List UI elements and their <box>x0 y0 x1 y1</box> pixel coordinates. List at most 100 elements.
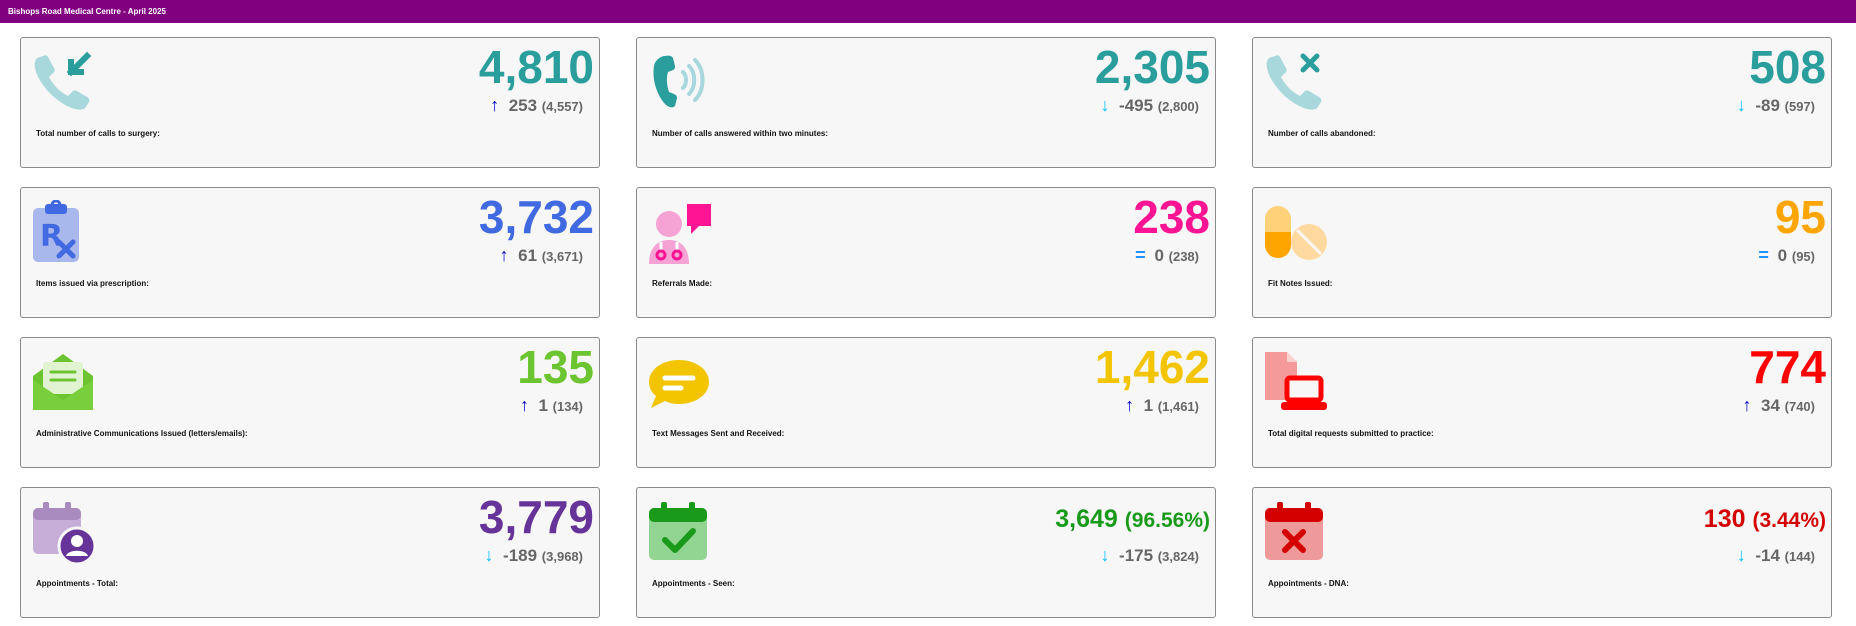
kpi-label: Number of calls abandoned: <box>1268 129 1376 138</box>
calendar-user-icon <box>31 500 95 564</box>
kpi-change: ↓ -89 (597) <box>1733 94 1815 118</box>
kpi-change: ↑ 253 (4,557) <box>487 94 583 118</box>
kpi-previous-value: (238) <box>1168 249 1199 264</box>
kpi-previous-value: (134) <box>552 399 583 414</box>
kpi-label: Referrals Made: <box>652 279 713 288</box>
kpi-change: ↓ -175 (3,824) <box>1097 544 1199 568</box>
kpi-grid: 4,810 ↑ 253 (4,557) Total number of calls… <box>20 37 1832 618</box>
open-mail-icon <box>31 350 95 414</box>
kpi-change-value: -175 <box>1119 546 1154 565</box>
kpi-value-percent: (96.56%) <box>1124 509 1210 532</box>
kpi-previous-value: (1,461) <box>1157 399 1199 414</box>
kpi-value: 4,810 <box>478 41 594 93</box>
kpi-card-fit-notes: 95 = 0 (95) Fit Notes Issued: <box>1252 187 1832 318</box>
kpi-card-calls-abandoned: 508 ↓ -89 (597) Number of calls abandoned… <box>1252 37 1832 168</box>
kpi-change-value: -89 <box>1755 96 1780 115</box>
kpi-change: = 0 (95) <box>1756 244 1815 268</box>
kpi-value: 135 <box>517 341 594 393</box>
calendar-cross-icon <box>1263 500 1327 564</box>
missed-call-icon <box>1263 50 1327 114</box>
arrow-down-icon: ↓ <box>1736 95 1746 115</box>
arrow-up-icon: ↑ <box>519 395 529 415</box>
kpi-value: 2,305 <box>1094 41 1210 93</box>
equal-icon: = <box>1758 245 1769 265</box>
kpi-value-percent: (3.44%) <box>1752 509 1826 532</box>
kpi-previous-value: (3,824) <box>1157 549 1199 564</box>
kpi-value: 774 <box>1749 341 1826 393</box>
kpi-label: Appointments - Total: <box>36 579 119 588</box>
arrow-down-icon: ↓ <box>1736 545 1746 565</box>
kpi-change-value: -189 <box>503 546 538 565</box>
kpi-value: 508 <box>1749 41 1826 93</box>
kpi-change: ↑ 61 (3,671) <box>496 244 583 268</box>
kpi-card-appointments-total: 3,779 ↓ -189 (3,968) Appointments - Total… <box>20 487 600 618</box>
kpi-change-value: 1 <box>1143 396 1154 415</box>
kpi-value: 238 <box>1133 191 1210 243</box>
kpi-value: 3,732 <box>478 191 594 243</box>
kpi-previous-value: (4,557) <box>541 99 583 114</box>
arrow-up-icon: ↑ <box>499 245 509 265</box>
kpi-label: Items issued via prescription: <box>36 279 149 288</box>
kpi-card-text-messages: 1,462 ↑ 1 (1,461) Text Messages Sent and … <box>636 337 1216 468</box>
arrow-down-icon: ↓ <box>1100 95 1110 115</box>
kpi-label: Number of calls answered within two minu… <box>652 129 829 138</box>
kpi-value: 130 (3.44%) <box>1704 500 1826 540</box>
arrow-up-icon: ↑ <box>1742 395 1752 415</box>
kpi-change-value: -14 <box>1755 546 1780 565</box>
kpi-previous-value: (2,800) <box>1157 99 1199 114</box>
page-header: Bishops Road Medical Centre - April 2025 <box>0 0 1856 23</box>
arrow-down-icon: ↓ <box>1100 545 1110 565</box>
kpi-label: Fit Notes Issued: <box>1268 279 1333 288</box>
pills-icon <box>1263 200 1327 264</box>
kpi-previous-value: (144) <box>1784 549 1815 564</box>
kpi-value: 3,649 (96.56%) <box>1055 500 1210 540</box>
kpi-label: Total number of calls to surgery: <box>36 129 160 138</box>
kpi-previous-value: (95) <box>1791 249 1815 264</box>
calendar-check-icon <box>647 500 711 564</box>
arrow-up-icon: ↑ <box>490 95 500 115</box>
equal-icon: = <box>1135 245 1146 265</box>
kpi-value: 1,462 <box>1094 341 1210 393</box>
chat-bubble-icon <box>647 350 711 414</box>
kpi-change-value: 34 <box>1760 396 1780 415</box>
kpi-label: Total digital requests submitted to prac… <box>1268 429 1434 438</box>
kpi-value: 3,779 <box>478 491 594 543</box>
kpi-card-prescriptions: R 3,732 ↑ 61 (3,671) Items issued via pre… <box>20 187 600 318</box>
kpi-value: 95 <box>1774 191 1826 243</box>
kpi-change-value: -495 <box>1119 96 1154 115</box>
kpi-card-appointments-seen: 3,649 (96.56%) ↓ -175 (3,824) Appointment… <box>636 487 1216 618</box>
incoming-call-icon <box>31 50 95 114</box>
kpi-card-admin-communications: 135 ↑ 1 (134) Administrative Communicatio… <box>20 337 600 468</box>
kpi-change-value: 0 <box>1154 246 1164 265</box>
kpi-previous-value: (597) <box>1784 99 1815 114</box>
kpi-change: ↓ -14 (144) <box>1733 544 1815 568</box>
kpi-change: ↓ -189 (3,968) <box>481 544 583 568</box>
kpi-change: ↓ -495 (2,800) <box>1097 94 1199 118</box>
call-ringing-icon <box>647 50 711 114</box>
kpi-change: ↑ 34 (740) <box>1739 394 1815 418</box>
prescription-icon: R <box>31 200 95 264</box>
kpi-label: Appointments - Seen: <box>652 579 735 588</box>
kpi-change: = 0 (238) <box>1132 244 1199 268</box>
kpi-label: Text Messages Sent and Received: <box>652 429 785 438</box>
doctor-referral-icon <box>647 200 711 264</box>
kpi-change-value: 61 <box>518 246 538 265</box>
laptop-document-icon <box>1263 350 1327 414</box>
kpi-label: Appointments - DNA: <box>1268 579 1349 588</box>
kpi-value-number: 3,649 <box>1055 505 1118 533</box>
kpi-previous-value: (740) <box>1784 399 1815 414</box>
kpi-change: ↑ 1 (134) <box>516 394 583 418</box>
kpi-change-value: 253 <box>508 96 538 115</box>
kpi-card-digital-requests: 774 ↑ 34 (740) Total digital requests sub… <box>1252 337 1832 468</box>
kpi-change: ↑ 1 (1,461) <box>1122 394 1199 418</box>
kpi-card-total-calls: 4,810 ↑ 253 (4,557) Total number of calls… <box>20 37 600 168</box>
kpi-card-calls-answered: 2,305 ↓ -495 (2,800) Number of calls answ… <box>636 37 1216 168</box>
kpi-value-number: 130 <box>1703 505 1746 533</box>
arrow-down-icon: ↓ <box>484 545 494 565</box>
page-title: Bishops Road Medical Centre - April 2025 <box>8 7 166 16</box>
kpi-previous-value: (3,671) <box>541 249 583 264</box>
svg-text:R: R <box>40 219 63 254</box>
kpi-change-value: 1 <box>538 396 548 415</box>
arrow-up-icon: ↑ <box>1125 395 1135 415</box>
kpi-change-value: 0 <box>1777 246 1788 265</box>
